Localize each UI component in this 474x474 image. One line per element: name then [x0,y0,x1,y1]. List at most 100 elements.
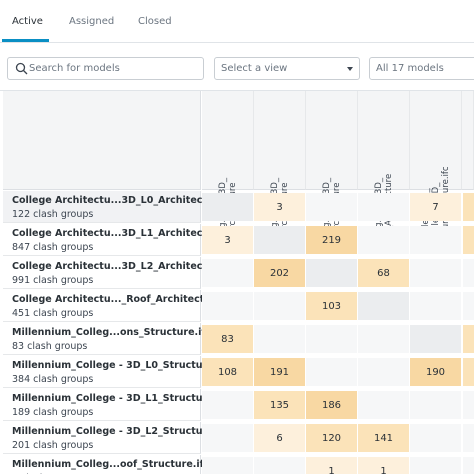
model-filter-value: All 17 models [376,63,444,74]
row-clash-count: 189 clash groups [12,407,94,418]
matrix-cell[interactable] [306,193,357,221]
matrix-cell[interactable]: 103 [306,292,357,320]
matrix-cell[interactable] [410,259,461,287]
row-header[interactable]: Millennium_College - 3D_L2_Structure.ifc… [3,422,230,454]
matrix-cell[interactable]: 120 [306,424,357,452]
matrix-cell[interactable] [358,325,409,353]
search-icon [15,62,28,75]
matrix-cell[interactable] [202,391,253,419]
view-select-value: Select a view [221,63,288,74]
matrix-cell[interactable] [410,325,461,353]
row-model-name: Millennium_Colleg...ons_Structure.ifc [12,327,212,338]
view-select[interactable]: Select a view [214,57,360,80]
matrix-cell-overflow [463,325,474,353]
matrix-cell[interactable] [358,292,409,320]
search-input[interactable]: Search for models [7,57,204,80]
row-model-name: College Architectu...3D_L0_Architecture [12,195,225,206]
matrix-cell[interactable] [202,193,253,221]
matrix-cell[interactable]: 68 [358,259,409,287]
column-header[interactable]: Colleg...rvt - 3D_ Roof_Architecture [358,91,410,249]
matrix-cell[interactable]: 7 [410,193,461,221]
matrix-cell-overflow [463,391,474,419]
row-clash-count: 83 clash groups [12,341,88,352]
row-header[interactable]: Millennium_Colleg...ons_Structure.ifc 83 … [3,323,211,355]
matrix-cell[interactable] [202,292,253,320]
matrix-cell[interactable] [358,391,409,419]
matrix-cell[interactable] [410,226,461,254]
row-header[interactable]: College Architectu...3D_L1_Architecture 8… [3,224,225,256]
matrix-cell-overflow [463,424,474,452]
matrix-cell[interactable] [306,325,357,353]
matrix-cell[interactable] [358,226,409,254]
row-model-name: Millennium_College - 3D_L0_Structure.ifc [12,360,231,371]
row-clash-count: 384 clash groups [12,374,94,385]
matrix-cell[interactable] [254,325,305,353]
chevron-down-icon [347,67,353,71]
matrix-cell[interactable] [202,457,253,474]
row-model-name: Millennium_College - 3D_L2_Structure.ifc [12,426,231,437]
matrix-cell[interactable]: 6 [254,424,305,452]
column-header[interactable]: Millennium_ College - 3D_ Foundat...ture… [410,91,462,239]
tab-bar: Active Assigned Closed [0,0,474,43]
matrix-cell-overflow [463,358,474,386]
tab-assigned[interactable]: Assigned [69,16,115,27]
matrix-cell-overflow [463,259,474,287]
matrix-cell[interactable] [410,424,461,452]
matrix-cell[interactable] [306,259,357,287]
row-model-name: Millennium_College - 3D_L1_Structure.ifc [12,393,231,404]
matrix-cell[interactable]: 3 [202,226,253,254]
matrix-cell[interactable] [306,358,357,386]
row-clash-count: 201 clash groups [12,440,94,451]
row-clash-count: 991 clash groups [12,275,94,286]
matrix-cell[interactable]: 141 [358,424,409,452]
column-header[interactable]: Colleg...rvt - 3D_ L1_Architecture [254,91,306,249]
matrix-cell[interactable]: 1 [306,457,357,474]
row-header[interactable]: College Architectu..._Roof_Architecture 4… [3,290,222,322]
row-model-name: College Architectu..._Roof_Architecture [12,294,223,305]
column-header-overflow [462,91,474,190]
row-header[interactable]: Millennium_College - 3D_L1_Structure.ifc… [3,389,230,421]
search-placeholder: Search for models [29,63,120,74]
matrix-cell[interactable]: 83 [202,325,253,353]
clash-matrix: Colleg...rvt - 3D_ L0_ArchitectureColleg… [0,90,474,474]
row-header[interactable]: College Architectu...3D_L0_Architecture 1… [3,191,225,223]
tab-active[interactable]: Active [12,16,43,27]
row-clash-count: 451 clash groups [12,308,94,319]
matrix-cell[interactable] [410,391,461,419]
row-clash-count: 122 clash groups [12,209,94,220]
matrix-corner [3,91,201,190]
matrix-cell-overflow [463,457,474,474]
matrix-cell[interactable] [410,457,461,474]
column-header[interactable]: Colleg...rvt - 3D_ L0_Architecture [202,91,254,249]
matrix-cell[interactable] [202,259,253,287]
column-header[interactable]: Colleg...rvt - 3D_ L2_Architecture [306,91,358,249]
row-model-name: Millennium_Colleg...oof_Structure.ifc [12,459,210,470]
matrix-cell-overflow [463,193,474,221]
tab-closed[interactable]: Closed [138,16,172,27]
matrix-cell[interactable]: 108 [202,358,253,386]
matrix-cell[interactable]: 190 [410,358,461,386]
matrix-cell[interactable] [254,292,305,320]
matrix-cell[interactable] [254,226,305,254]
active-tab-indicator [2,39,49,42]
matrix-cell[interactable]: 186 [306,391,357,419]
row-model-name: College Architectu...3D_L2_Architecture [12,261,225,272]
model-filter-select[interactable]: All 17 models [369,57,474,80]
matrix-cell[interactable]: 135 [254,391,305,419]
matrix-cell[interactable] [254,457,305,474]
matrix-cell[interactable] [410,292,461,320]
matrix-cell-overflow [463,292,474,320]
row-header[interactable]: Millennium_College - 3D_L0_Structure.ifc… [3,356,230,388]
matrix-cell[interactable]: 3 [254,193,305,221]
matrix-cell[interactable]: 202 [254,259,305,287]
matrix-cell[interactable] [358,358,409,386]
matrix-cell-overflow [463,226,474,254]
matrix-cell[interactable] [358,193,409,221]
row-header[interactable]: College Architectu...3D_L2_Architecture 9… [3,257,225,289]
matrix-cell[interactable]: 191 [254,358,305,386]
matrix-cell[interactable]: 219 [306,226,357,254]
row-model-name: College Architectu...3D_L1_Architecture [12,228,225,239]
matrix-cell[interactable]: 1 [358,457,409,474]
matrix-cell[interactable] [202,424,253,452]
